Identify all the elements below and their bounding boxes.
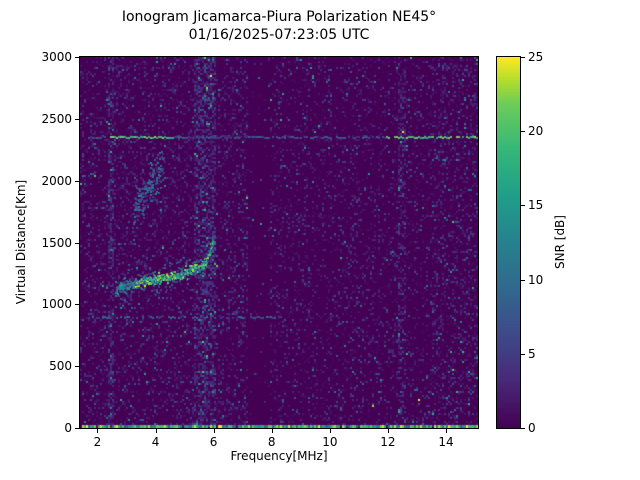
x-tick-mark: [97, 429, 99, 433]
y-tick-mark: [75, 57, 79, 58]
y-tick-mark: [75, 180, 79, 182]
chart-title: Ionogram Jicamarca-Piura Polarization NE…: [121, 9, 437, 25]
x-tick-label: 6: [209, 435, 218, 449]
x-tick-label: 10: [322, 435, 338, 449]
heatmap-canvas: [80, 57, 478, 428]
colorbar-tick-mark: [521, 205, 525, 207]
y-tick-label: 2000: [41, 173, 72, 188]
colorbar-label: SNR [dB]: [553, 215, 567, 269]
chart-subtitle: 01/16/2025-07:23:05 UTC: [188, 27, 370, 43]
y-tick-label: 1500: [41, 235, 72, 250]
x-tick-label: 2: [93, 435, 102, 449]
colorbar-tick-label: 5: [528, 346, 536, 361]
colorbar-tick-mark: [521, 57, 525, 58]
x-tick-label: 8: [267, 435, 276, 449]
x-axis-label: Frequency[MHz]: [230, 449, 328, 463]
colorbar: [496, 56, 521, 429]
y-tick-mark: [75, 118, 79, 120]
y-tick-label: 500: [49, 359, 72, 374]
y-tick-label: 1000: [41, 297, 72, 312]
x-tick-mark: [446, 429, 448, 433]
colorbar-tick-label: 25: [528, 50, 544, 64]
colorbar-canvas: [497, 57, 520, 428]
plot-area: [79, 56, 479, 429]
y-tick-mark: [75, 366, 79, 368]
colorbar-tick-mark: [521, 428, 525, 429]
x-tick-label: 12: [380, 435, 396, 449]
y-tick-label: 2500: [41, 111, 72, 126]
x-tick-label: 14: [438, 435, 454, 449]
x-tick-label: 4: [151, 435, 160, 449]
x-tick-mark: [329, 429, 331, 433]
colorbar-tick-mark: [521, 279, 525, 281]
y-tick-label: 0: [64, 421, 72, 435]
x-tick-mark: [213, 429, 215, 433]
y-tick-label: 3000: [41, 50, 72, 64]
x-tick-mark: [155, 429, 157, 433]
colorbar-tick-label: 10: [528, 272, 544, 287]
y-axis-label: Virtual Distance[Km]: [14, 179, 28, 305]
colorbar-tick-label: 15: [528, 198, 544, 213]
colorbar-tick-label: 20: [528, 124, 544, 139]
y-tick-mark: [75, 242, 79, 244]
x-tick-mark: [271, 429, 273, 433]
colorbar-tick-mark: [521, 131, 525, 133]
colorbar-tick-label: 0: [528, 421, 536, 435]
y-tick-mark: [75, 428, 79, 429]
y-tick-mark: [75, 304, 79, 306]
x-tick-mark: [387, 429, 389, 433]
colorbar-tick-mark: [521, 353, 525, 355]
